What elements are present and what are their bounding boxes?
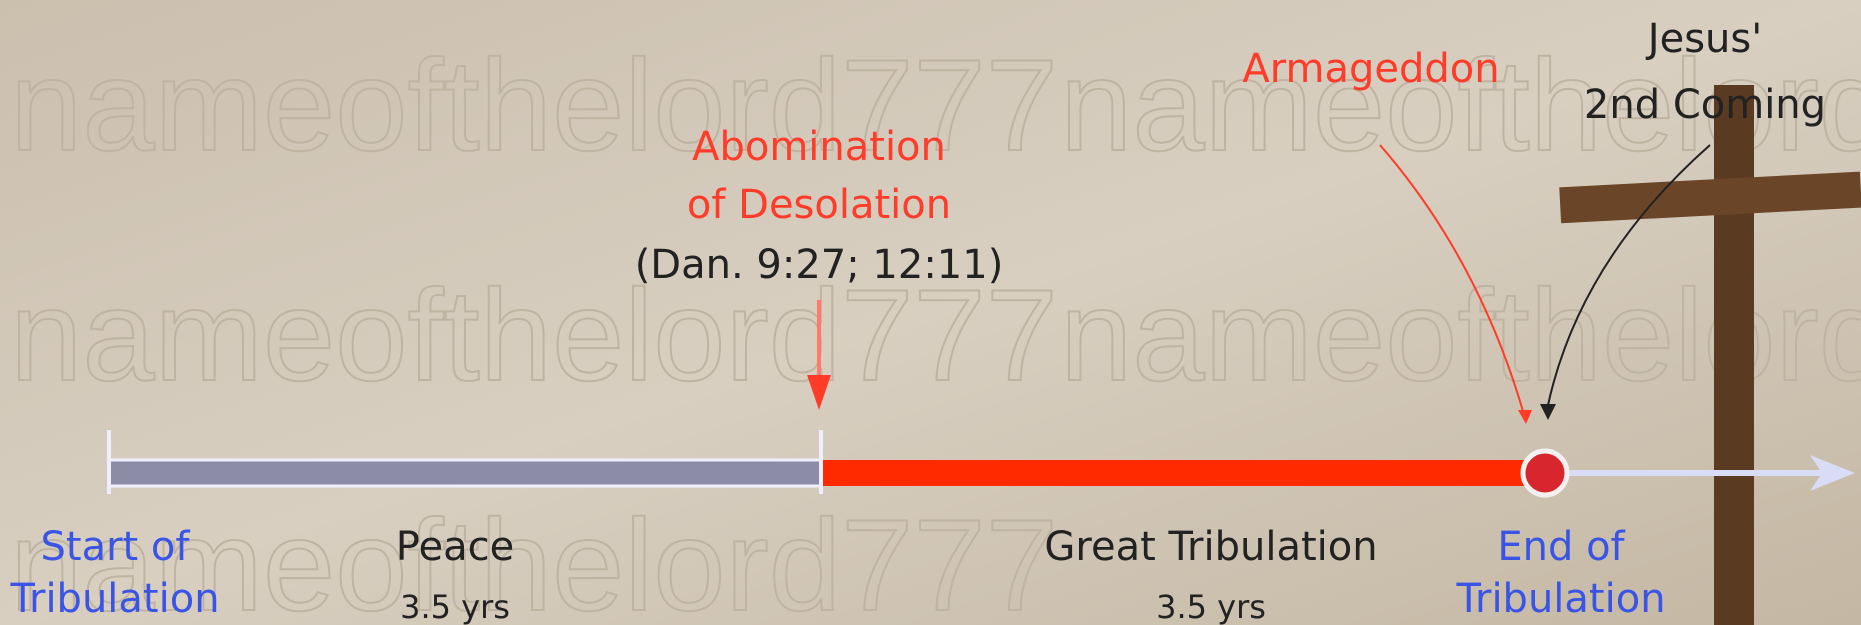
- period-name: Great Tribulation: [1044, 524, 1377, 570]
- period-duration: 3.5 yrs: [400, 588, 510, 625]
- period-name: Peace: [396, 524, 514, 570]
- endpoint-label: Start of: [41, 524, 191, 570]
- timeline-diagram: nameofthelord777 nameofthelord777 nameof…: [0, 0, 1861, 625]
- tribulation-bar: [821, 460, 1545, 486]
- period-duration: 3.5 yrs: [1156, 588, 1266, 625]
- endpoint-label: Tribulation: [9, 576, 219, 622]
- event-reference: (Dan. 9:27; 12:11): [635, 242, 1004, 288]
- event-label: 2nd Coming: [1584, 82, 1826, 128]
- event-label: of Desolation: [687, 182, 951, 228]
- peace-bar: [109, 460, 821, 486]
- event-label: Abomination: [692, 124, 946, 170]
- endpoint-label: Tribulation: [1455, 576, 1665, 622]
- endpoint-label: End of: [1497, 524, 1625, 570]
- event-label: Jesus': [1645, 16, 1762, 62]
- end-marker: [1523, 451, 1567, 495]
- event-label: Armageddon: [1242, 46, 1499, 92]
